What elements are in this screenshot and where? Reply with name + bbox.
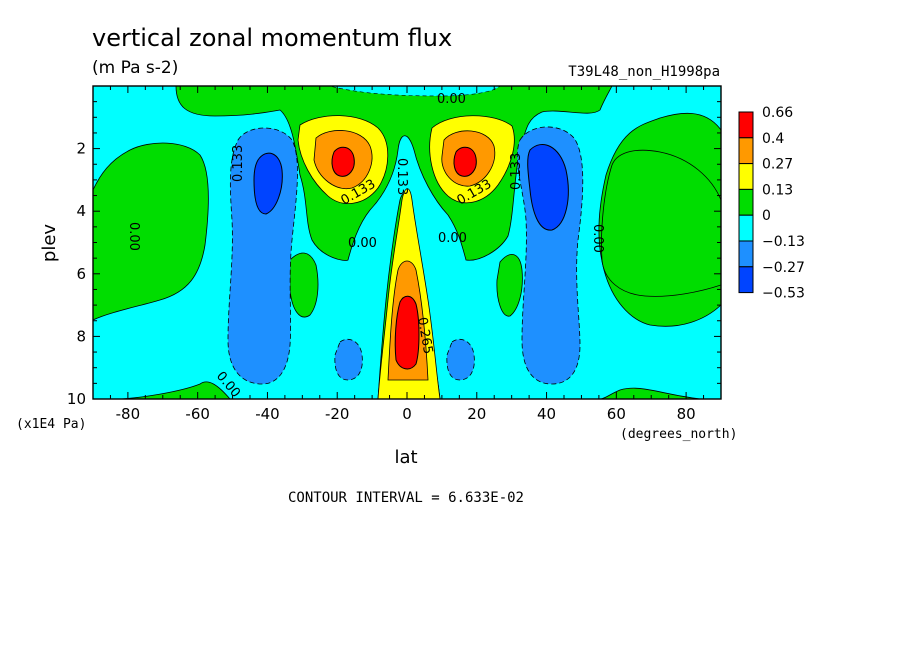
x-tick-label: -40 <box>255 405 280 423</box>
x-tick-label: -60 <box>185 405 210 423</box>
contour-label: 0.265 <box>414 316 435 355</box>
contour-label: 0.00 <box>126 222 141 251</box>
band-neg-west-low <box>334 338 363 381</box>
x-axis: -80 -60 -40 -20 0 20 40 60 80 <box>92 86 722 423</box>
colorbar-swatch <box>738 111 754 139</box>
band-green-mideast <box>496 254 523 317</box>
colorbar-label: 0 <box>762 208 771 224</box>
contour-label: 0.133 <box>231 145 246 182</box>
colorbar-swatch <box>738 240 754 268</box>
colorbar-label: 0.66 <box>762 105 793 121</box>
run-label: T39L48_non_H1998pa <box>568 64 720 80</box>
x-tick-label: 60 <box>607 405 626 423</box>
contour-field <box>93 86 721 399</box>
x-units-label: (degrees_north) <box>620 427 737 442</box>
contour-label: 0.00 <box>437 92 466 107</box>
chart-units: (m Pa s-2) <box>92 58 178 78</box>
x-tick-label: 0 <box>402 405 412 423</box>
band-neg-east-low <box>446 338 475 381</box>
colorbar-label: 0.4 <box>762 131 784 147</box>
band-pos-center-red <box>394 295 420 370</box>
y-tick-label: 2 <box>76 140 86 158</box>
contour-label: 0.133 <box>509 153 524 190</box>
x-tick-label: 40 <box>537 405 556 423</box>
x-tick-label: 80 <box>677 405 696 423</box>
colorbar: 0.66 0.4 0.27 0.13 0 −0.13 −0.27 −0.53 <box>738 105 805 302</box>
colorbar-label: 0.27 <box>762 157 793 173</box>
contour-label: 0.00 <box>590 224 605 253</box>
band-pos-ne-red <box>453 146 477 177</box>
colorbar-swatch <box>738 266 754 294</box>
y-tick-label: 6 <box>76 265 86 283</box>
colorbar-swatch <box>738 163 754 190</box>
band-neg-min-west <box>253 152 283 215</box>
contour-label: 0.00 <box>348 236 377 251</box>
contour-labels: 0.00 0.133 0.133 0.133 0.133 0.133 0.00 … <box>126 92 605 401</box>
band-neg-min-east <box>527 144 569 231</box>
contour-label: 0.00 <box>438 231 467 246</box>
y-tick-label: 8 <box>76 327 86 345</box>
colorbar-swatch <box>738 137 754 165</box>
colorbar-label: 0.13 <box>762 182 793 198</box>
x-tick-label: -80 <box>116 405 141 423</box>
band-pos-nw-red <box>331 146 355 177</box>
colorbar-label: −0.13 <box>762 234 805 250</box>
x-axis-title: lat <box>394 447 417 468</box>
colorbar-label: −0.27 <box>762 260 805 276</box>
y-tick-label: 10 <box>67 390 86 408</box>
y-tick-label: 4 <box>76 202 86 220</box>
band-green-east-lobe <box>601 149 721 297</box>
contour-label: 0.133 <box>394 158 409 195</box>
x-tick-label: -20 <box>325 405 350 423</box>
colorbar-swatch <box>738 214 754 242</box>
colorbar-swatch <box>738 188 754 216</box>
chart-title: vertical zonal momentum flux <box>92 24 452 52</box>
band-green-midwest <box>289 252 319 318</box>
contour-interval-note: CONTOUR INTERVAL = 6.633E-02 <box>288 490 524 506</box>
colorbar-label: −0.53 <box>762 286 805 302</box>
x-tick-label: 20 <box>467 405 486 423</box>
y-axis-title: plev <box>39 224 60 263</box>
y-axis: 2 4 6 8 10 <box>67 85 721 408</box>
y-units-label: (x1E4 Pa) <box>16 417 86 432</box>
